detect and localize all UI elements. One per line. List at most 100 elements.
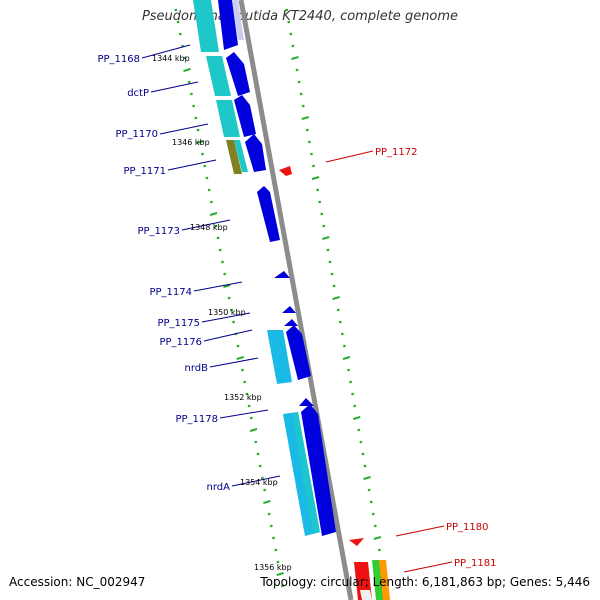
track-tick	[295, 68, 299, 72]
track-tick	[322, 224, 326, 228]
gene-arrow-pp1172[interactable]	[279, 166, 292, 176]
gene-block-pp1171-teal[interactable]	[234, 140, 248, 172]
genome-backbone	[238, 0, 354, 600]
gene-block-top-grey	[232, 0, 244, 40]
label-pp1178: PP_1178	[175, 414, 218, 425]
track-tick	[347, 368, 351, 372]
track-tick	[245, 392, 249, 396]
label-pp1170: PP_1170	[115, 129, 158, 140]
gene-block-pp1171-olive[interactable]	[226, 140, 242, 174]
track-tick	[276, 560, 280, 564]
track-tick	[297, 80, 301, 84]
track-tick	[236, 355, 245, 361]
track-tick	[342, 344, 346, 348]
gene-block-pp1181-orange[interactable]	[379, 560, 390, 600]
track-tick	[320, 212, 324, 216]
track-tick	[216, 236, 220, 240]
track-tick	[359, 440, 363, 444]
track-tick	[351, 392, 355, 396]
track-tick	[249, 427, 258, 433]
track-tick	[326, 248, 330, 252]
track-tick	[183, 56, 187, 60]
track-tick	[196, 128, 200, 132]
track-tick	[214, 224, 218, 228]
track-tick	[203, 164, 207, 168]
track-tick	[332, 295, 340, 301]
track-tick	[196, 139, 205, 145]
track-tick	[201, 152, 204, 156]
scale-labels: 1344 kbp 1346 kbp 1348 kbp 1350 kbp 1352…	[152, 54, 292, 572]
label-pp1174: PP_1174	[149, 287, 192, 298]
track-tick	[332, 284, 336, 288]
track-tick	[342, 355, 351, 361]
gene-arrow-pp1174[interactable]	[274, 271, 290, 278]
track-tick	[207, 188, 211, 192]
label-pp1172: PP_1172	[375, 147, 418, 158]
gene-arrow-pp1171[interactable]	[245, 134, 266, 172]
gene-arrow-pp1178[interactable]	[299, 398, 314, 406]
gene-arrow-pp1180[interactable]	[349, 538, 364, 546]
track-tick	[176, 20, 180, 24]
label-pp1175: PP_1175	[157, 318, 200, 329]
label-dctp: dctP	[127, 88, 149, 99]
gene-arrow-nrda[interactable]	[301, 404, 336, 536]
track-tick	[363, 475, 371, 481]
scale-label-1352: 1352 kbp	[224, 393, 262, 402]
track-tick	[220, 260, 224, 264]
gene-arrow-pp1170[interactable]	[234, 95, 256, 137]
track-tick	[316, 188, 320, 192]
track-tick	[307, 140, 311, 144]
gene-arrow-nrdb[interactable]	[286, 325, 311, 380]
track-tick	[373, 535, 382, 541]
track-tick	[254, 440, 258, 444]
track-tick	[367, 488, 371, 492]
gene-block-dctp-teal[interactable]	[206, 56, 231, 96]
accession-text: Accession: NC_002947	[9, 575, 146, 589]
gene-arrow-pp1173[interactable]	[257, 186, 280, 242]
track-tick	[285, 8, 289, 12]
track-tick	[181, 44, 184, 48]
track-tick	[352, 415, 361, 421]
gene-arrow-pp1176[interactable]	[284, 319, 298, 326]
gene-arrow-top[interactable]	[218, 0, 238, 50]
track-tick	[227, 296, 231, 300]
track-tick	[218, 248, 222, 252]
track-tick	[276, 571, 284, 577]
track-tick	[340, 332, 344, 336]
track-tick	[269, 524, 273, 528]
track-tick	[338, 320, 342, 324]
track-tick	[192, 104, 196, 108]
gene-arrow-pp1175[interactable]	[282, 306, 296, 313]
scale-label-1356: 1356 kbp	[254, 563, 292, 572]
gene-block-top-teal[interactable]	[193, 0, 219, 52]
track-tick	[258, 464, 262, 468]
label-pp1181: PP_1181	[454, 558, 497, 569]
scale-label-1346: 1346 kbp	[172, 138, 210, 147]
track-tick	[322, 235, 330, 241]
gene-block-pp1170-teal[interactable]	[216, 100, 240, 137]
track-tick	[291, 44, 295, 48]
track-tick	[209, 211, 218, 217]
track-tick	[247, 404, 251, 408]
track-tick	[328, 260, 332, 264]
scale-label-1348: 1348 kbp	[190, 223, 228, 232]
gene-labels: PP_1168 dctP PP_1170 PP_1171 PP_1173 PP_…	[97, 54, 496, 569]
label-pp1168: PP_1168	[97, 54, 140, 65]
track-tick	[183, 67, 191, 73]
gene-arrow-dctp[interactable]	[226, 52, 250, 96]
track-tick	[353, 404, 357, 408]
gene-block-nrda-teal[interactable]	[292, 412, 320, 534]
track-tick	[311, 175, 320, 181]
track-tick	[229, 308, 233, 312]
genome-stats-text: Topology: circular; Length: 6,181,863 bp…	[260, 575, 590, 589]
track-tick	[272, 536, 276, 540]
track-tick	[309, 152, 313, 156]
track-tick	[189, 92, 193, 96]
track-tick	[280, 584, 284, 588]
track-tick	[357, 428, 361, 432]
track-tick	[301, 115, 310, 121]
gene-block-pp1181-white	[360, 590, 372, 600]
track-tick	[299, 92, 303, 96]
gene-block-nrdb-light[interactable]	[267, 330, 292, 384]
